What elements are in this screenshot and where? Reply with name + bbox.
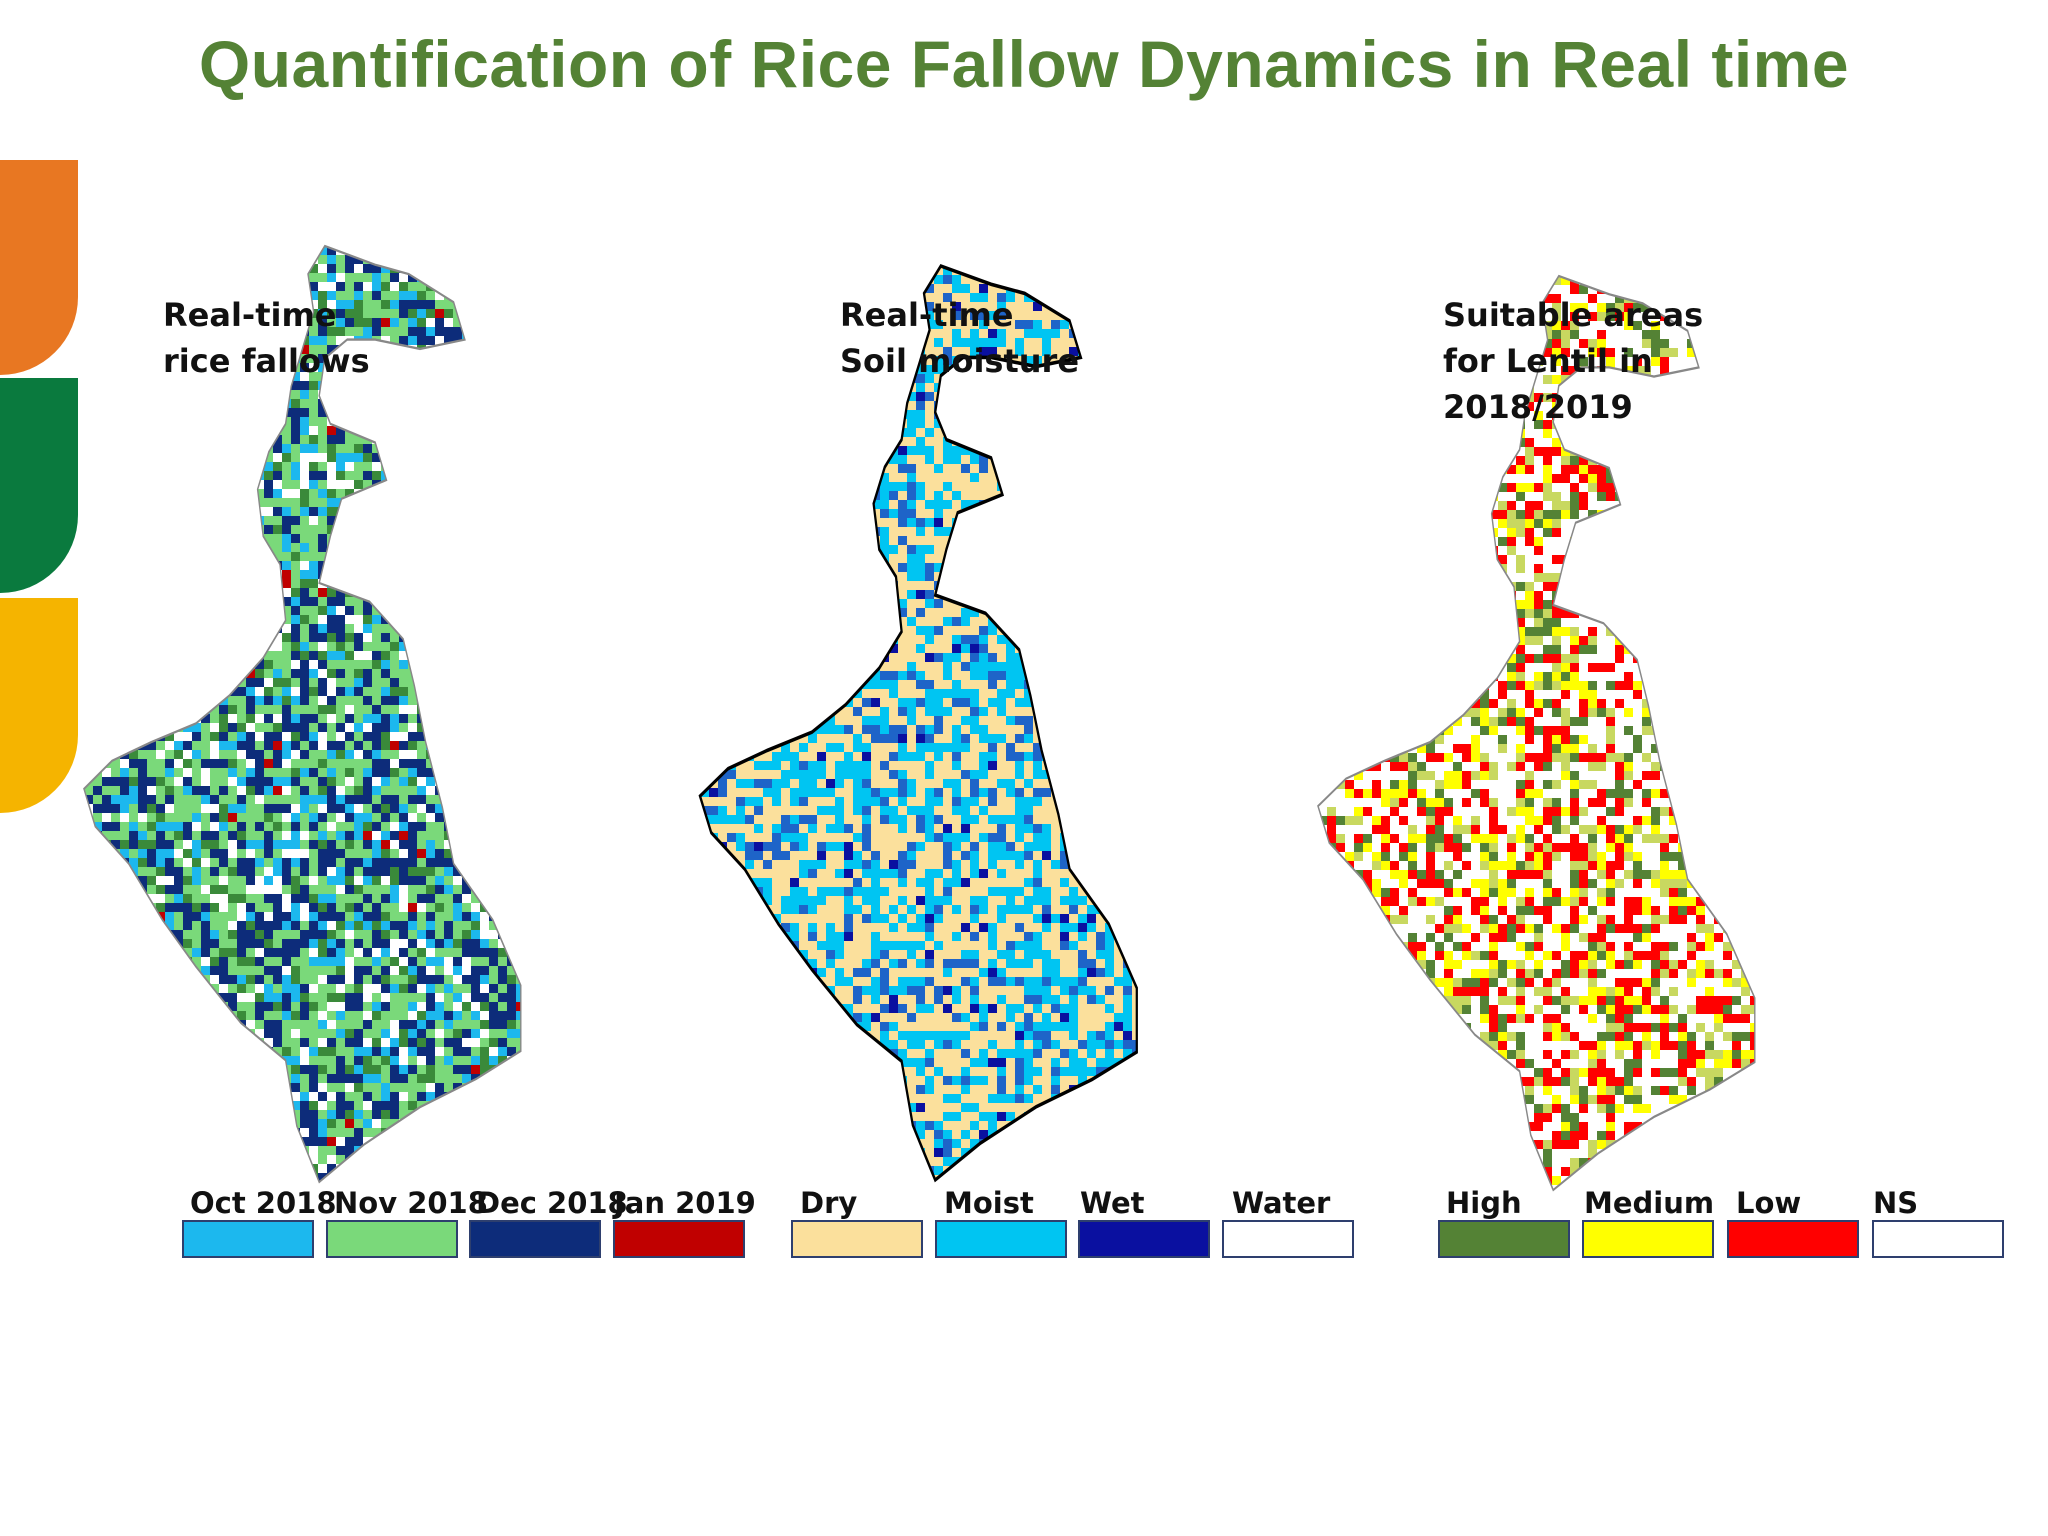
legend-label-low: Low (1736, 1186, 1802, 1220)
label-line: for Lentil in (1443, 342, 1653, 380)
legend-swatch-jan-2019 (613, 1220, 745, 1258)
legend-label-moist: Moist (944, 1186, 1034, 1220)
legend-swatch-oct-2018 (182, 1220, 314, 1258)
legend-swatch-high (1438, 1220, 1570, 1258)
label-line: Real-time (840, 296, 1014, 334)
legend-swatch-moist (935, 1220, 1067, 1258)
legend-swatch-wet (1078, 1220, 1210, 1258)
label-line: 2018/2019 (1443, 388, 1633, 426)
green-accent-shape (0, 378, 78, 593)
label-line: Suitable areas (1443, 296, 1704, 334)
slide-title: Quantification of Rice Fallow Dynamics i… (198, 27, 1850, 101)
lentil-suitability-label: Suitable areas for Lentil in 2018/2019 (1443, 292, 1703, 430)
label-line: rice fallows (163, 342, 370, 380)
soil-moisture-map (700, 266, 1268, 1185)
legend-label-oct-2018: Oct 2018 (190, 1186, 337, 1220)
legend-swatch-low (1727, 1220, 1859, 1258)
legend-swatch-dry (791, 1220, 923, 1258)
legend-swatch-ns (1872, 1220, 2004, 1258)
legend-label-high: High (1446, 1186, 1522, 1220)
rice-fallows-label: Real-time rice fallows (163, 292, 370, 384)
legend-swatch-dec-2018 (469, 1220, 601, 1258)
legend-swatch-nov-2018 (326, 1220, 458, 1258)
legend-swatch-medium (1582, 1220, 1714, 1258)
map-texture (700, 266, 1137, 1180)
map-texture (84, 246, 521, 1182)
label-line: Soil moisture (840, 342, 1080, 380)
legend-label-jan-2019: Jan 2019 (614, 1186, 756, 1220)
legend-label-dec-2018: Dec 2018 (476, 1186, 628, 1220)
label-line: Real-time (163, 296, 337, 334)
legend-swatch-water (1222, 1220, 1354, 1258)
orange-accent-shape (0, 160, 78, 375)
legend-label-water: Water (1232, 1186, 1331, 1220)
legend-label-medium: Medium (1584, 1186, 1715, 1220)
legend-label-ns: NS (1873, 1186, 1919, 1220)
soil-moisture-label: Real-time Soil moisture (840, 292, 1079, 384)
legend-label-dry: Dry (800, 1186, 858, 1220)
legend-label-wet: Wet (1080, 1186, 1145, 1220)
legend-label-nov-2018: Nov 2018 (334, 1186, 488, 1220)
yellow-accent-shape (0, 598, 78, 813)
rice-fallows-map (84, 246, 652, 1183)
